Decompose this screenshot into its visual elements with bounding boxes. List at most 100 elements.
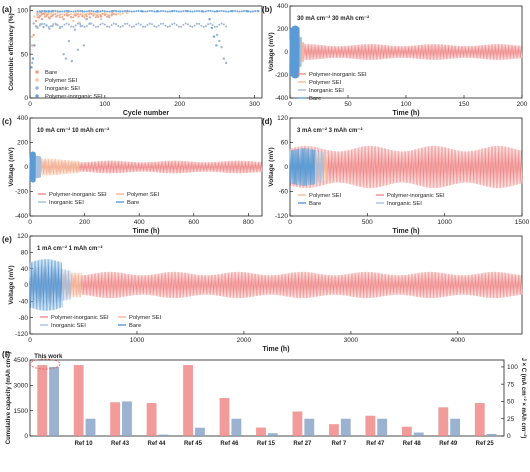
legend-swatch-a <box>35 78 39 82</box>
data-point-a <box>173 9 176 12</box>
legend-label-d: Polymer SEI <box>309 193 342 199</box>
data-point-a <box>33 44 36 47</box>
data-point-a <box>144 10 147 13</box>
data-point-a <box>32 33 35 37</box>
y-tick-label-b: 0 <box>284 49 288 56</box>
data-point-a <box>240 10 243 13</box>
data-point-a <box>83 16 86 19</box>
bar-capacity <box>474 403 485 436</box>
data-point-a <box>216 25 219 28</box>
y-tick-right-label-f: 100 <box>507 364 518 371</box>
data-point-a <box>209 9 212 12</box>
data-point-a <box>137 9 140 12</box>
y-tick-right-label-f: 75 <box>507 381 515 388</box>
data-point-a <box>146 24 149 27</box>
data-point-a <box>215 44 218 47</box>
data-point-a <box>67 10 70 13</box>
legend-label-c: Polymer-inorganic SEI <box>49 192 107 198</box>
data-point-a <box>76 48 80 52</box>
x-tick-label-a: 100 <box>99 101 110 108</box>
data-point-a <box>88 23 91 26</box>
panel-label-d: (d) <box>262 117 273 126</box>
data-point-a <box>58 10 61 13</box>
data-point-a <box>207 23 210 26</box>
legend-label-b: Polymer-inorganic SEI <box>309 72 367 78</box>
data-point-a <box>254 10 257 13</box>
data-point-a <box>133 10 136 13</box>
data-point-a <box>110 24 113 27</box>
data-point-a <box>70 25 73 28</box>
data-point-a <box>52 10 55 13</box>
data-point-a <box>85 10 88 13</box>
data-point-a <box>222 10 225 13</box>
y-axis-label-f: Cumulative capacity (mAh cm⁻²) <box>5 352 12 445</box>
data-point-a <box>61 13 64 16</box>
y-tick-label-c: -400 <box>15 213 28 220</box>
data-point-a <box>36 13 39 16</box>
x-tick-label-d: 500 <box>362 219 373 226</box>
y-tick-label-f: 4500 <box>14 357 29 364</box>
legend-label-e: Inorganic SEI <box>51 323 86 329</box>
series-line-d <box>289 148 316 186</box>
data-point-a <box>212 35 216 38</box>
data-point-a <box>47 16 50 19</box>
bar-jxc <box>49 366 59 436</box>
plot-frame-a <box>29 5 263 99</box>
data-point-a <box>112 12 115 15</box>
data-point-a <box>119 13 122 16</box>
bar-jxc <box>158 434 169 436</box>
data-point-a <box>139 10 142 13</box>
data-point-a <box>77 15 80 18</box>
data-point-a <box>103 23 106 26</box>
data-point-a <box>128 10 131 13</box>
data-point-a <box>72 13 75 16</box>
data-point-a <box>225 10 228 13</box>
data-point-a <box>142 10 145 13</box>
data-point-a <box>157 10 160 13</box>
series-line-d <box>289 145 523 189</box>
data-point-a <box>63 23 66 26</box>
bar-capacity <box>328 424 339 436</box>
y-tick-right-label-f: 50 <box>507 399 515 406</box>
data-point-a <box>74 24 77 27</box>
data-point-a <box>130 25 133 28</box>
data-point-a <box>119 10 122 13</box>
bar-jxc <box>486 433 497 436</box>
data-point-a <box>249 10 252 13</box>
data-point-a <box>56 10 59 13</box>
y-tick-label-d: 0 <box>284 164 288 171</box>
x-tick-label-c: 0 <box>28 219 32 226</box>
category-label-f: Ref 10 <box>75 441 94 447</box>
data-point-a <box>72 25 75 28</box>
data-point-a <box>186 23 189 26</box>
data-point-a <box>47 13 50 16</box>
category-label-f: Ref 45 <box>184 441 203 447</box>
x-tick-label-b: 150 <box>459 101 470 108</box>
data-point-a <box>99 10 102 13</box>
data-point-a <box>92 10 95 13</box>
y-tick-label-e: 40 <box>21 266 29 273</box>
data-point-a <box>148 9 151 12</box>
data-point-a <box>153 10 156 13</box>
data-point-a <box>88 10 91 13</box>
legend-label-b: Bare <box>309 96 321 102</box>
legend-label-a: Bare <box>45 70 57 76</box>
data-point-a <box>62 17 65 21</box>
data-point-a <box>195 9 198 12</box>
y-tick-right-label-f: 25 <box>507 416 515 423</box>
data-point-a <box>112 22 115 25</box>
data-point-a <box>74 14 77 17</box>
y-tick-label-d: 120 <box>277 115 288 122</box>
legend-label-b: Polymer SEI <box>309 80 342 86</box>
x-tick-label-b: 0 <box>288 101 292 108</box>
data-point-a <box>85 12 88 15</box>
legend-label-d: Polymer-inorganic SEI <box>387 193 445 199</box>
data-point-a <box>173 22 176 25</box>
bar-jxc <box>267 433 278 436</box>
condition-label-d: 3 mA cm⁻² 3 mAh cm⁻² <box>297 127 362 134</box>
x-tick-label-b: 200 <box>517 101 528 108</box>
legend-label-e: Bare <box>129 323 141 329</box>
data-point-a <box>45 15 48 18</box>
data-point-a <box>76 9 79 12</box>
data-point-a <box>70 13 73 16</box>
